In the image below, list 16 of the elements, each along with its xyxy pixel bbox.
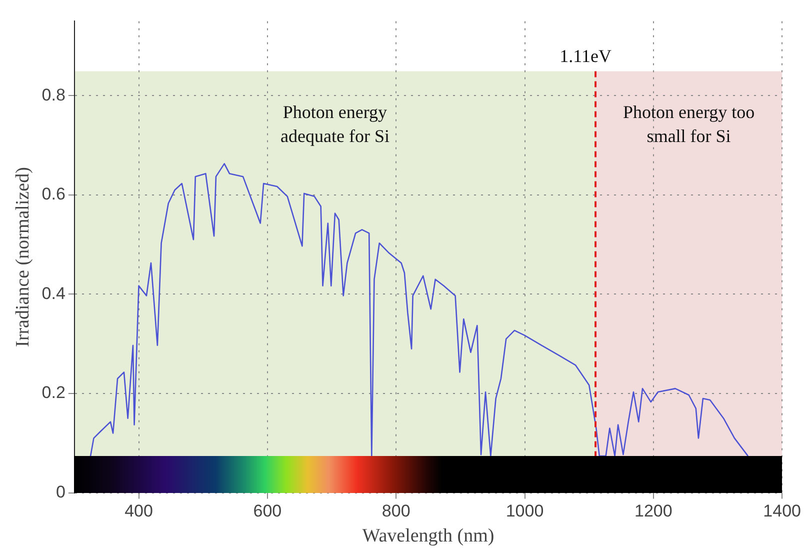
y-tick-label: 0.4	[42, 284, 66, 303]
y-tick-label: 0.8	[42, 85, 66, 104]
x-tick-label: 800	[382, 502, 410, 521]
ref-line-label: 1.11eV	[560, 46, 612, 66]
y-tick-label: 0.6	[42, 184, 66, 204]
x-tick-label: 1000	[506, 502, 544, 521]
y-tick-label: 0	[56, 482, 66, 502]
x-tick-label: 600	[253, 502, 282, 521]
x-tick-label: 400	[124, 502, 153, 521]
x-axis-title: Wavelength (nm)	[362, 526, 494, 547]
band-label: Photon energy adequate for Si	[280, 102, 390, 146]
y-axis-title: Irradiance (normalized)	[12, 167, 34, 347]
band-label: Photon energy too small for Si	[622, 102, 755, 146]
x-tick-label: 1400	[763, 502, 802, 521]
x-tick-label: 1200	[634, 502, 672, 521]
y-tick-label: 0.2	[42, 383, 66, 402]
